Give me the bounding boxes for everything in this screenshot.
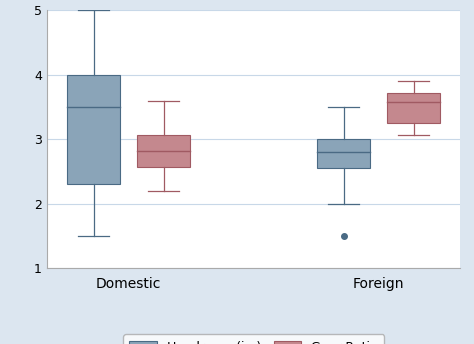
- Bar: [137, 135, 190, 167]
- Legend: Headroom (in.), Gear Ratio: Headroom (in.), Gear Ratio: [123, 334, 384, 344]
- Bar: [317, 139, 370, 168]
- Bar: [67, 75, 120, 184]
- Bar: [387, 93, 440, 123]
